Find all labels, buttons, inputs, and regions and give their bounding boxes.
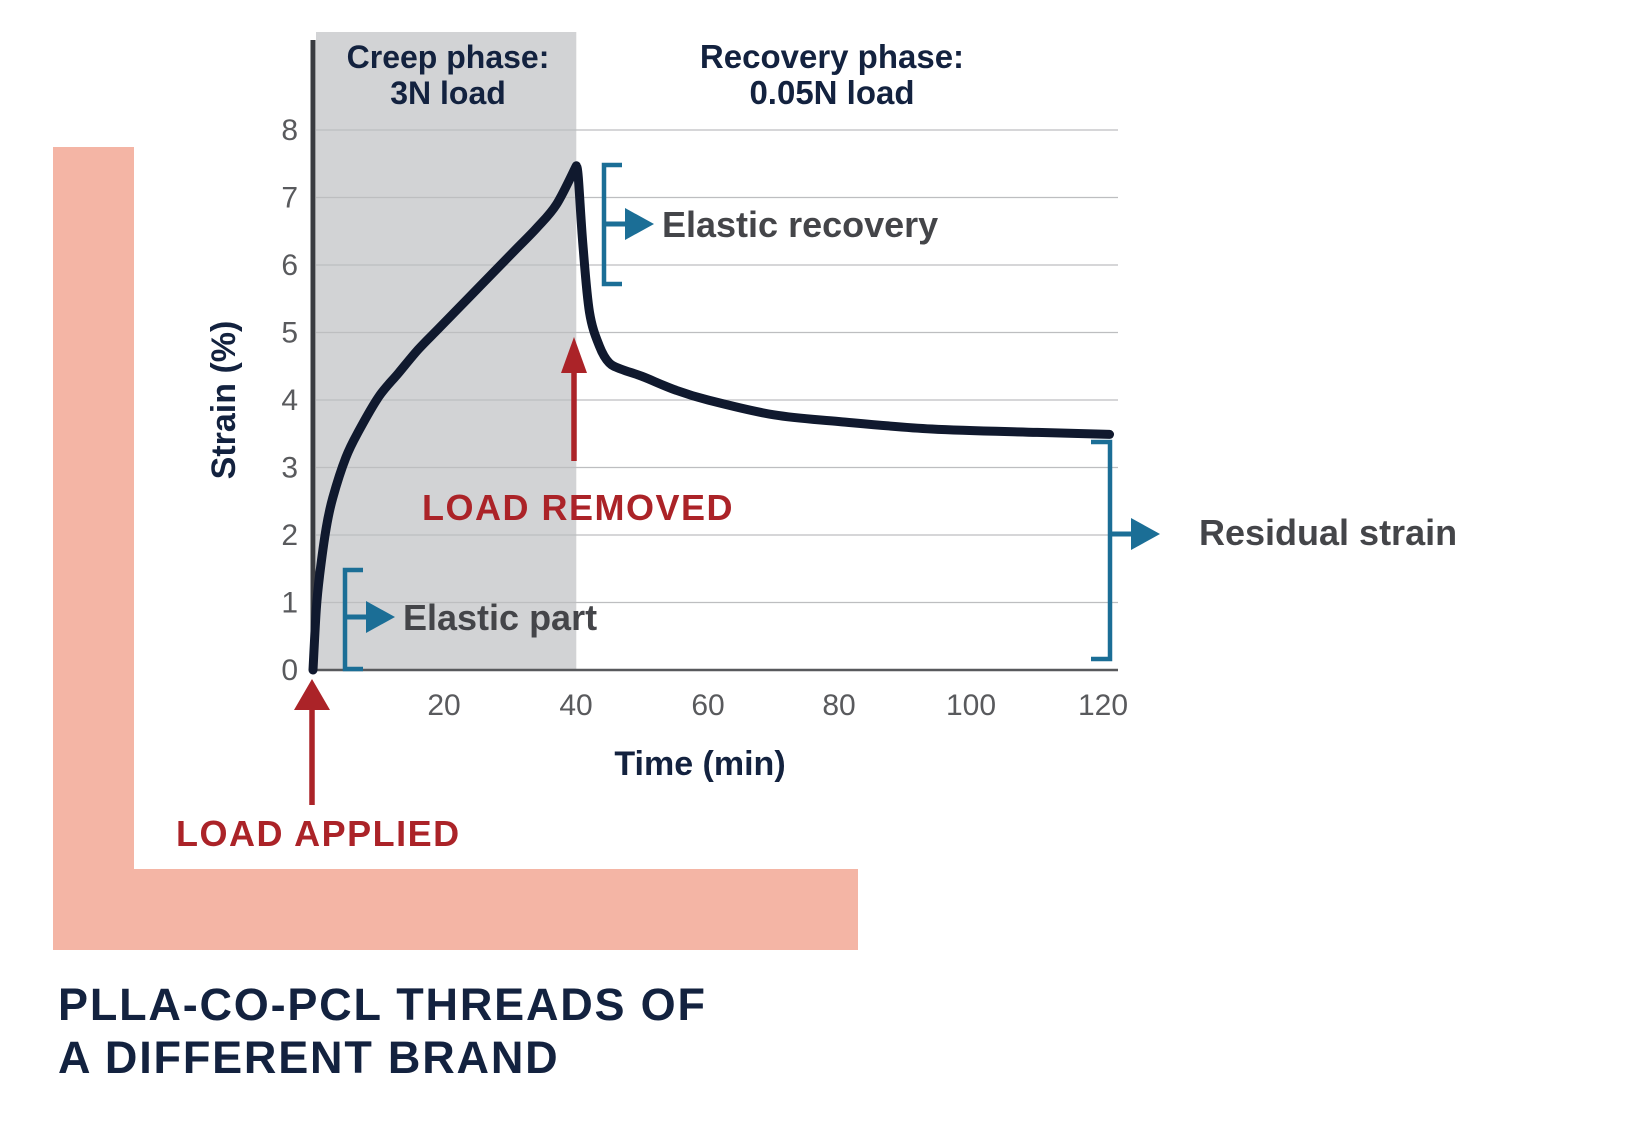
svg-text:Time (min): Time (min) xyxy=(614,745,785,783)
svg-text:120: 120 xyxy=(1078,689,1128,722)
svg-text:Strain (%): Strain (%) xyxy=(205,321,243,480)
svg-text:80: 80 xyxy=(822,689,855,722)
svg-text:LOAD REMOVED: LOAD REMOVED xyxy=(422,487,734,528)
svg-text:0: 0 xyxy=(281,654,298,687)
svg-text:4: 4 xyxy=(281,384,298,417)
svg-text:8: 8 xyxy=(281,114,298,147)
svg-text:Residual strain: Residual strain xyxy=(1199,512,1457,553)
svg-text:20: 20 xyxy=(427,689,460,722)
svg-text:LOAD APPLIED: LOAD APPLIED xyxy=(176,813,461,854)
svg-text:0.05N load: 0.05N load xyxy=(749,74,914,111)
svg-text:Recovery phase:: Recovery phase: xyxy=(700,38,964,75)
svg-text:60: 60 xyxy=(691,689,724,722)
svg-text:5: 5 xyxy=(281,317,298,350)
svg-text:100: 100 xyxy=(946,689,996,722)
svg-text:Elastic part: Elastic part xyxy=(403,597,597,638)
svg-text:2: 2 xyxy=(281,519,298,552)
svg-text:1: 1 xyxy=(281,587,298,620)
svg-text:40: 40 xyxy=(559,689,592,722)
svg-text:3: 3 xyxy=(281,452,298,485)
svg-text:6: 6 xyxy=(281,249,298,282)
svg-text:Creep phase:: Creep phase: xyxy=(347,39,550,75)
svg-text:3N load: 3N load xyxy=(390,75,506,111)
svg-text:Elastic recovery: Elastic recovery xyxy=(662,204,938,245)
svg-text:7: 7 xyxy=(281,182,298,215)
